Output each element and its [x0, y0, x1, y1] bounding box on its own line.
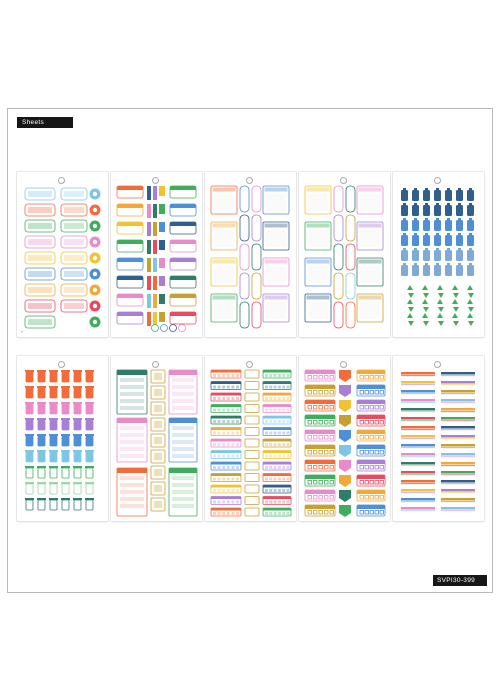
sheet-2	[111, 172, 202, 337]
sheet-10	[393, 356, 484, 521]
frames-b-stickers	[304, 185, 384, 329]
sheet-4	[299, 172, 390, 337]
sheet-5	[393, 172, 484, 337]
frames-a-stickers	[210, 185, 290, 329]
tracker-stickers	[116, 369, 198, 517]
labels-and-bars-stickers	[116, 185, 197, 332]
sheet-1: ᴴᴾ	[17, 172, 108, 337]
tickets-and-circles-stickers	[24, 187, 101, 329]
checklist-box-stickers	[304, 369, 386, 517]
sheets-label: Sheets	[17, 117, 73, 128]
sheet-8	[205, 356, 296, 521]
sheet-3	[205, 172, 296, 337]
habit-grid-stickers	[210, 369, 292, 517]
trash-bin-stickers	[25, 370, 94, 511]
water-bottle-stickers	[401, 188, 474, 326]
sheet-6	[17, 356, 108, 521]
product-image-frame: Sheets ᴴᴾ SVPI30-399	[7, 108, 493, 593]
sheet-9	[299, 356, 390, 521]
sheet-7	[111, 356, 202, 521]
washi-strip-stickers	[401, 372, 475, 512]
product-code-label: SVPI30-399	[433, 575, 487, 586]
